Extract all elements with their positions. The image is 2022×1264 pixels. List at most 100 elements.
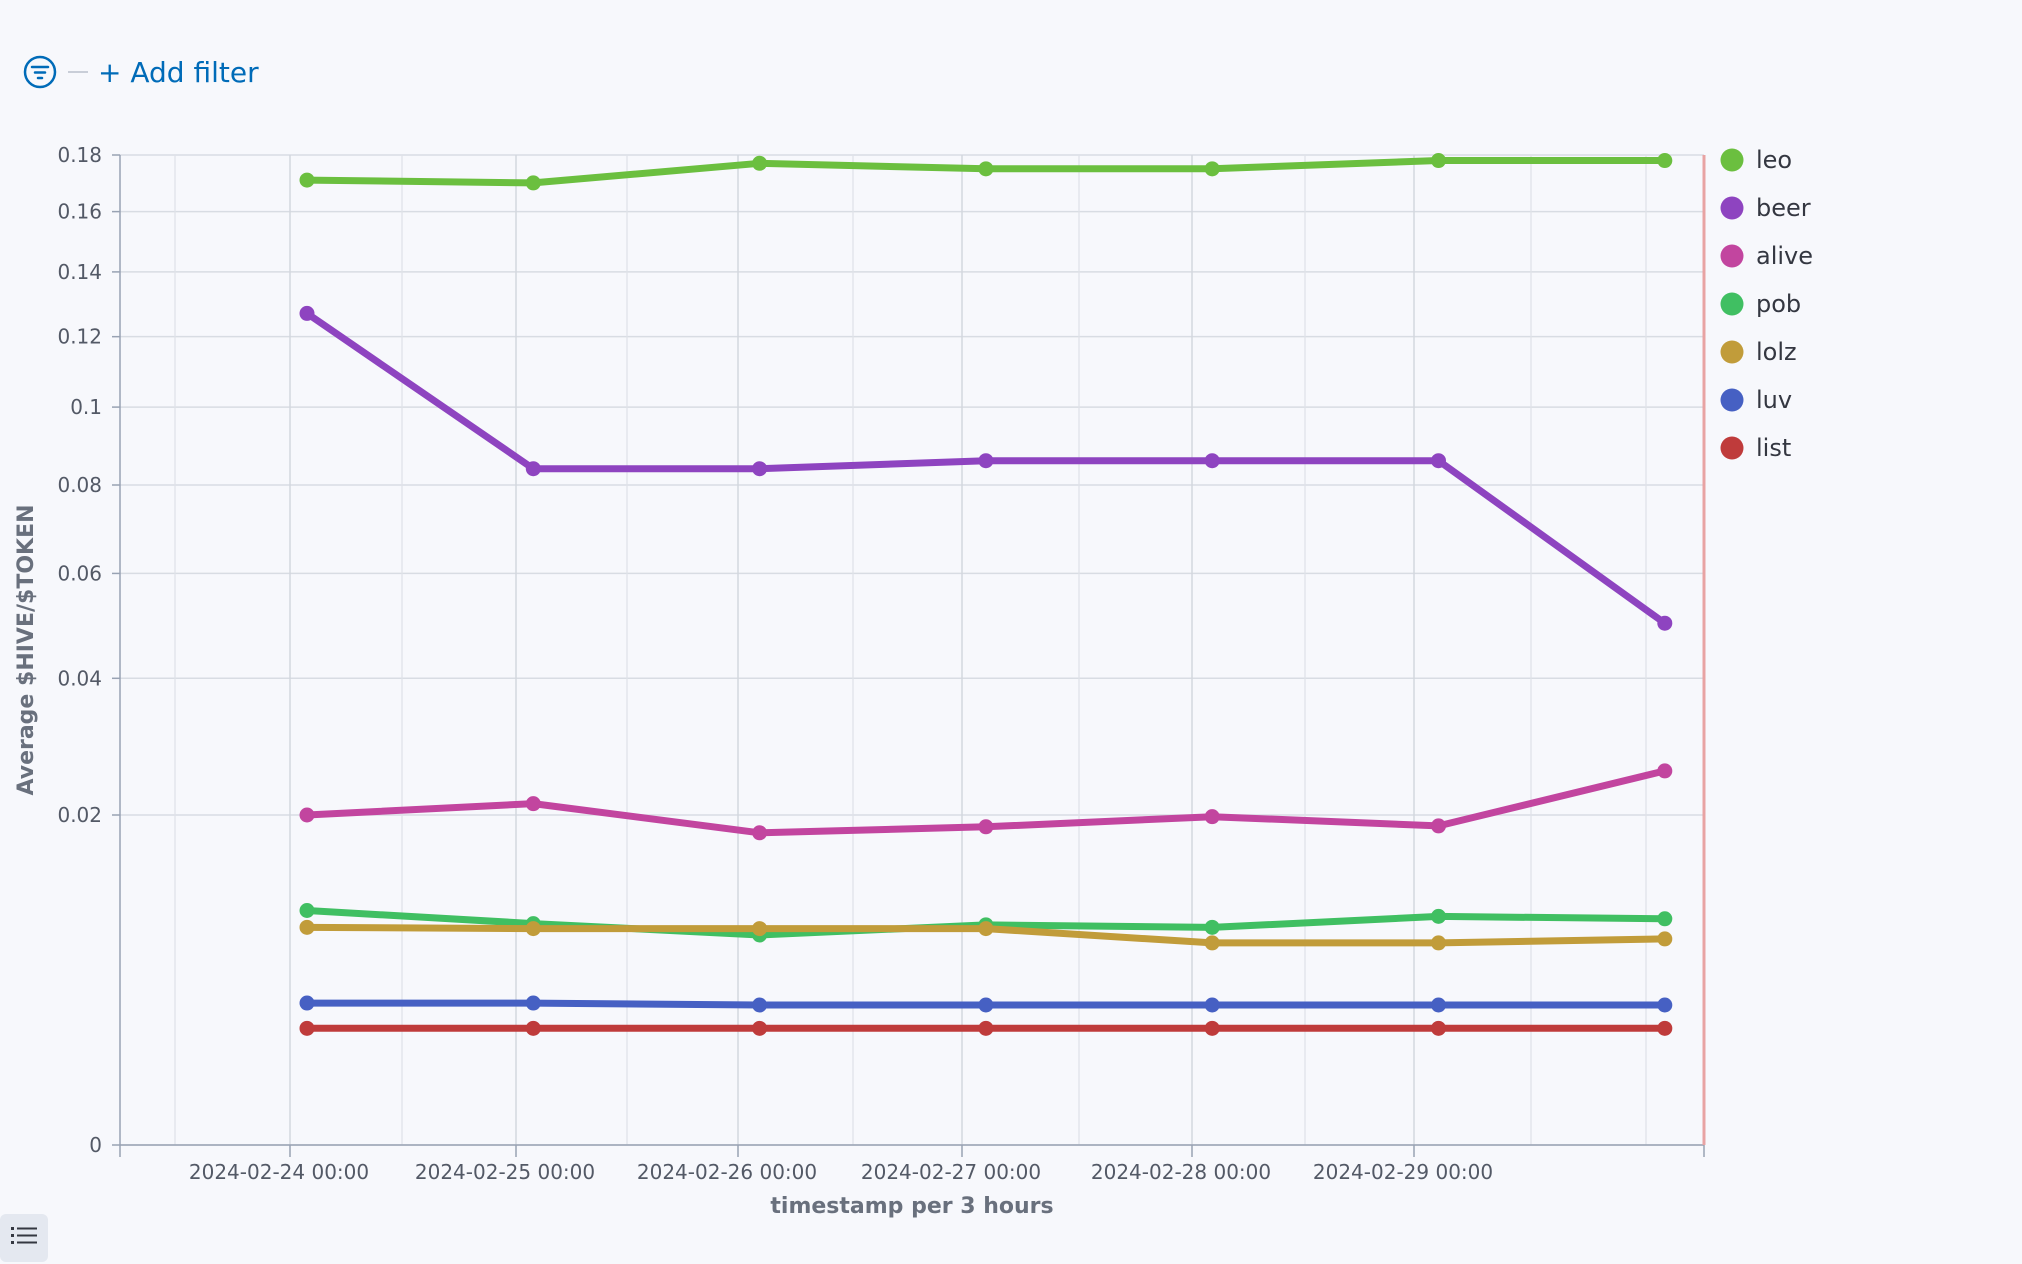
data-point-pob: [1657, 911, 1673, 927]
data-point-luv: [525, 995, 541, 1011]
x-tick-label: 2024-02-26 00:00: [637, 1160, 817, 1184]
series-alive: [299, 763, 1673, 841]
data-point-alive: [299, 807, 315, 823]
series-list: [299, 1020, 1673, 1036]
legend-item-lolz[interactable]: lolz: [1720, 338, 1797, 366]
data-point-lolz: [1657, 931, 1673, 947]
data-point-list: [1204, 1020, 1220, 1036]
x-tick-label: 2024-02-25 00:00: [415, 1160, 595, 1184]
data-point-lolz: [1204, 935, 1220, 951]
data-point-pob: [1431, 908, 1446, 924]
data-point-beer: [978, 453, 994, 469]
data-point-pob: [299, 902, 315, 918]
chart-series: [299, 153, 1673, 1036]
y-tick-label: 0.16: [57, 200, 102, 224]
data-point-luv: [978, 997, 994, 1013]
data-point-leo: [752, 155, 768, 171]
legend-item-luv[interactable]: luv: [1720, 386, 1793, 414]
data-point-list: [978, 1020, 994, 1036]
list-icon: [11, 1225, 37, 1251]
add-filter-button[interactable]: + Add filter: [98, 55, 259, 89]
y-tick-label: 0.12: [57, 325, 102, 349]
series-line-beer: [303, 309, 1669, 627]
legend-label: alive: [1756, 242, 1813, 270]
data-point-luv: [299, 995, 315, 1011]
data-point-beer: [1657, 615, 1673, 631]
series-leo: [299, 153, 1673, 191]
data-point-luv: [1431, 997, 1446, 1013]
legend-label: lolz: [1756, 338, 1797, 366]
chart-grid: [120, 154, 1704, 1146]
y-tick-label: 0.1: [70, 395, 102, 419]
legend-swatch: [1720, 148, 1744, 172]
filter-bar: + Add filter: [22, 50, 259, 94]
data-point-luv: [752, 997, 768, 1013]
data-point-leo: [1204, 161, 1220, 177]
data-point-beer: [525, 461, 541, 477]
data-point-luv: [1657, 997, 1673, 1013]
data-point-list: [299, 1020, 315, 1036]
data-point-leo: [299, 172, 315, 188]
x-tick-label: 2024-02-28 00:00: [1091, 1160, 1271, 1184]
legend-swatch: [1720, 436, 1744, 460]
y-tick-label: 0.06: [57, 561, 102, 585]
legend-swatch: [1720, 340, 1744, 364]
data-point-list: [752, 1020, 768, 1036]
chart-axes: 0 0.02 0.04 0.06 0.08 0.1 0.12 0.14 0.16 0.18 2024…: [57, 143, 1706, 1184]
data-point-leo: [525, 175, 541, 191]
y-tick-label: 0.02: [57, 803, 102, 827]
legend-label: luv: [1756, 386, 1792, 414]
chart-legend: leo beer alive pob lolz luv list: [1720, 146, 1814, 462]
data-point-list: [1431, 1020, 1446, 1036]
data-point-alive: [1431, 818, 1446, 834]
x-tick-label: 2024-02-29 00:00: [1313, 1160, 1493, 1184]
data-point-lolz: [978, 921, 994, 937]
y-tick-label: 0.04: [57, 666, 102, 690]
filter-icon[interactable]: [22, 54, 58, 90]
data-point-pob: [1204, 919, 1220, 935]
data-point-beer: [1204, 453, 1220, 469]
data-point-leo: [978, 161, 994, 177]
series-beer: [299, 305, 1673, 631]
y-tick-label: 0.08: [57, 473, 102, 497]
data-point-beer: [1431, 453, 1446, 469]
legend-label: beer: [1756, 194, 1811, 222]
x-tick-label: 2024-02-27 00:00: [861, 1160, 1041, 1184]
data-point-leo: [1657, 153, 1673, 169]
x-tick-label: 2024-02-24 00:00: [189, 1160, 369, 1184]
legend-item-leo[interactable]: leo: [1720, 146, 1793, 174]
legend-item-alive[interactable]: alive: [1720, 242, 1814, 270]
data-point-alive: [752, 825, 768, 841]
y-tick-label: 0: [89, 1133, 102, 1157]
data-point-alive: [1204, 809, 1220, 825]
data-point-alive: [978, 819, 994, 835]
data-point-beer: [752, 461, 768, 477]
legend-label: list: [1756, 434, 1791, 462]
x-axis-title: timestamp per 3 hours: [770, 1194, 1053, 1219]
legend-swatch: [1720, 196, 1744, 220]
legend-item-list[interactable]: list: [1720, 434, 1792, 462]
legend-item-beer[interactable]: beer: [1720, 194, 1811, 222]
legend-label: leo: [1756, 146, 1792, 174]
filter-separator: [68, 71, 88, 73]
series-lolz: [299, 919, 1673, 951]
data-point-leo: [1431, 153, 1446, 169]
legend-swatch: [1720, 244, 1744, 268]
data-point-lolz: [1431, 935, 1446, 951]
data-point-list: [525, 1020, 541, 1036]
legend-swatch: [1720, 292, 1744, 316]
data-point-lolz: [299, 919, 315, 935]
list-toggle-button[interactable]: [0, 1214, 48, 1262]
legend-item-pob[interactable]: pob: [1720, 290, 1802, 318]
data-point-beer: [299, 305, 315, 321]
data-point-luv: [1204, 997, 1220, 1013]
data-point-lolz: [752, 921, 768, 937]
legend-swatch: [1720, 388, 1744, 412]
y-tick-label: 0.14: [57, 260, 102, 284]
data-point-lolz: [525, 921, 541, 937]
series-luv: [299, 995, 1673, 1013]
y-tick-label: 0.18: [57, 143, 102, 167]
y-axis-title: Average $HIVE/$TOKEN: [14, 504, 39, 795]
data-point-list: [1657, 1020, 1673, 1036]
